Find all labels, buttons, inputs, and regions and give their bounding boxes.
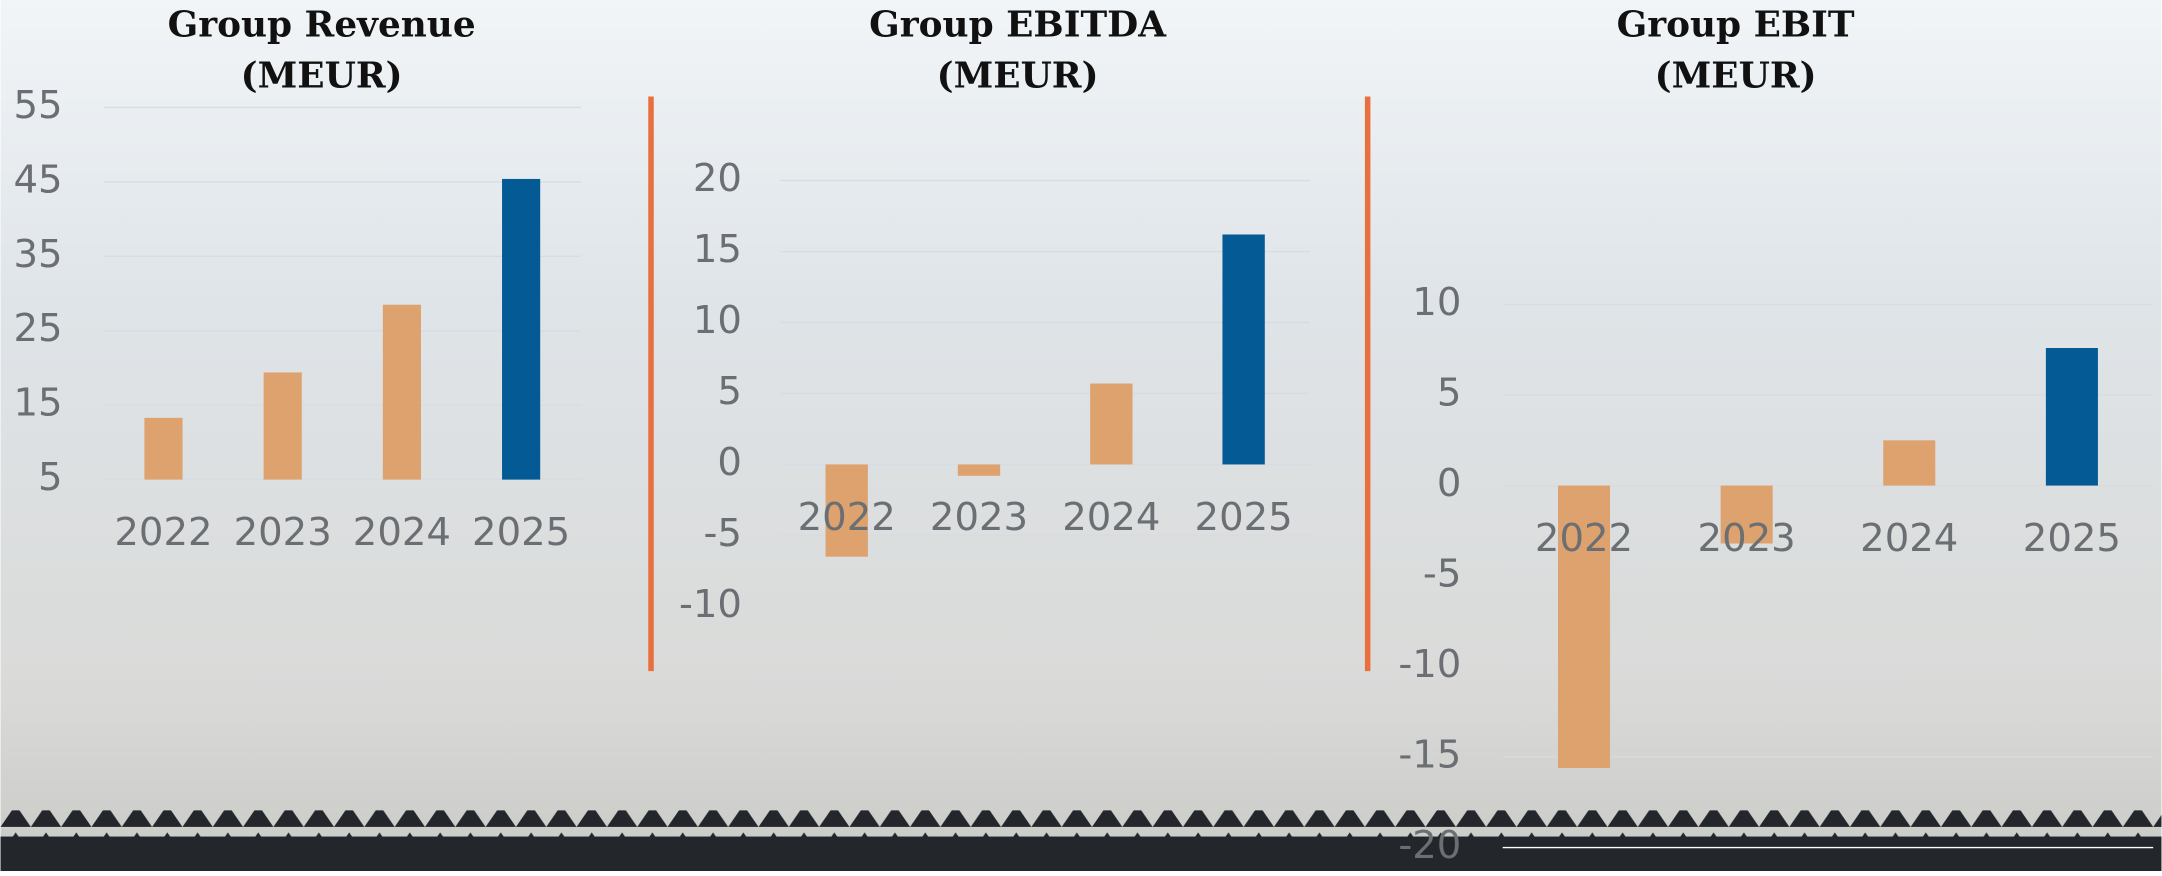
y-tick-label: 15	[13, 381, 62, 426]
bar	[1222, 234, 1264, 464]
dark-band	[1, 837, 2162, 871]
y-tick-label: -5	[1423, 552, 1461, 597]
bar	[958, 464, 1000, 475]
chart-title: Group EBIT	[1617, 4, 1855, 46]
y-tick-label: 20	[693, 156, 742, 201]
bar	[2046, 348, 2098, 486]
y-tick-label: 35	[13, 232, 62, 277]
y-tick-label: 55	[13, 83, 62, 128]
x-tick-label: 2023	[234, 510, 332, 555]
chart-subtitle: (MEUR)	[937, 55, 1099, 97]
y-tick-label: -10	[1398, 642, 1461, 687]
bar	[1090, 384, 1132, 465]
x-tick-label: 2025	[472, 510, 570, 555]
y-tick-label: 5	[717, 369, 742, 414]
x-tick-label: 2024	[353, 510, 451, 555]
x-tick-label: 2022	[1535, 516, 1633, 561]
x-tick-label: 2024	[1860, 516, 1958, 561]
x-tick-label: 2022	[798, 495, 896, 540]
chart-title: Group EBITDA	[869, 4, 1167, 46]
chart-subtitle: (MEUR)	[1655, 55, 1817, 97]
x-tick-label: 2024	[1062, 495, 1160, 540]
chart-title: Group Revenue	[168, 4, 476, 46]
x-tick-label: 2023	[930, 495, 1028, 540]
bar	[264, 372, 302, 479]
y-tick-label: -15	[1398, 733, 1461, 778]
x-tick-label: 2025	[2023, 516, 2121, 561]
y-tick-label: 5	[1437, 371, 1462, 416]
y-tick-label: 10	[1412, 280, 1461, 325]
x-tick-label: 2025	[1195, 495, 1293, 540]
zigzag-edge	[1, 810, 2162, 838]
bar	[144, 418, 182, 480]
y-tick-label: 25	[13, 306, 62, 351]
y-tick-label: -10	[679, 582, 742, 627]
y-tick-label: 0	[1437, 461, 1462, 506]
y-tick-label: 45	[13, 157, 62, 202]
y-tick-label: 15	[693, 227, 742, 272]
y-tick-label: 10	[693, 298, 742, 343]
y-tick-label: 5	[38, 455, 63, 500]
y-tick-label: -5	[704, 511, 742, 556]
dashboard: Group Revenue(MEUR)515253545552022202320…	[0, 0, 2162, 871]
background	[1, 0, 2162, 871]
x-tick-label: 2022	[114, 510, 212, 555]
y-tick-label: 0	[717, 440, 742, 485]
bar	[1883, 440, 1935, 485]
chart-subtitle: (MEUR)	[241, 55, 403, 97]
bar	[383, 305, 421, 480]
bar	[502, 179, 540, 480]
y-tick-label: -20	[1398, 823, 1461, 868]
x-tick-label: 2023	[1698, 516, 1796, 561]
